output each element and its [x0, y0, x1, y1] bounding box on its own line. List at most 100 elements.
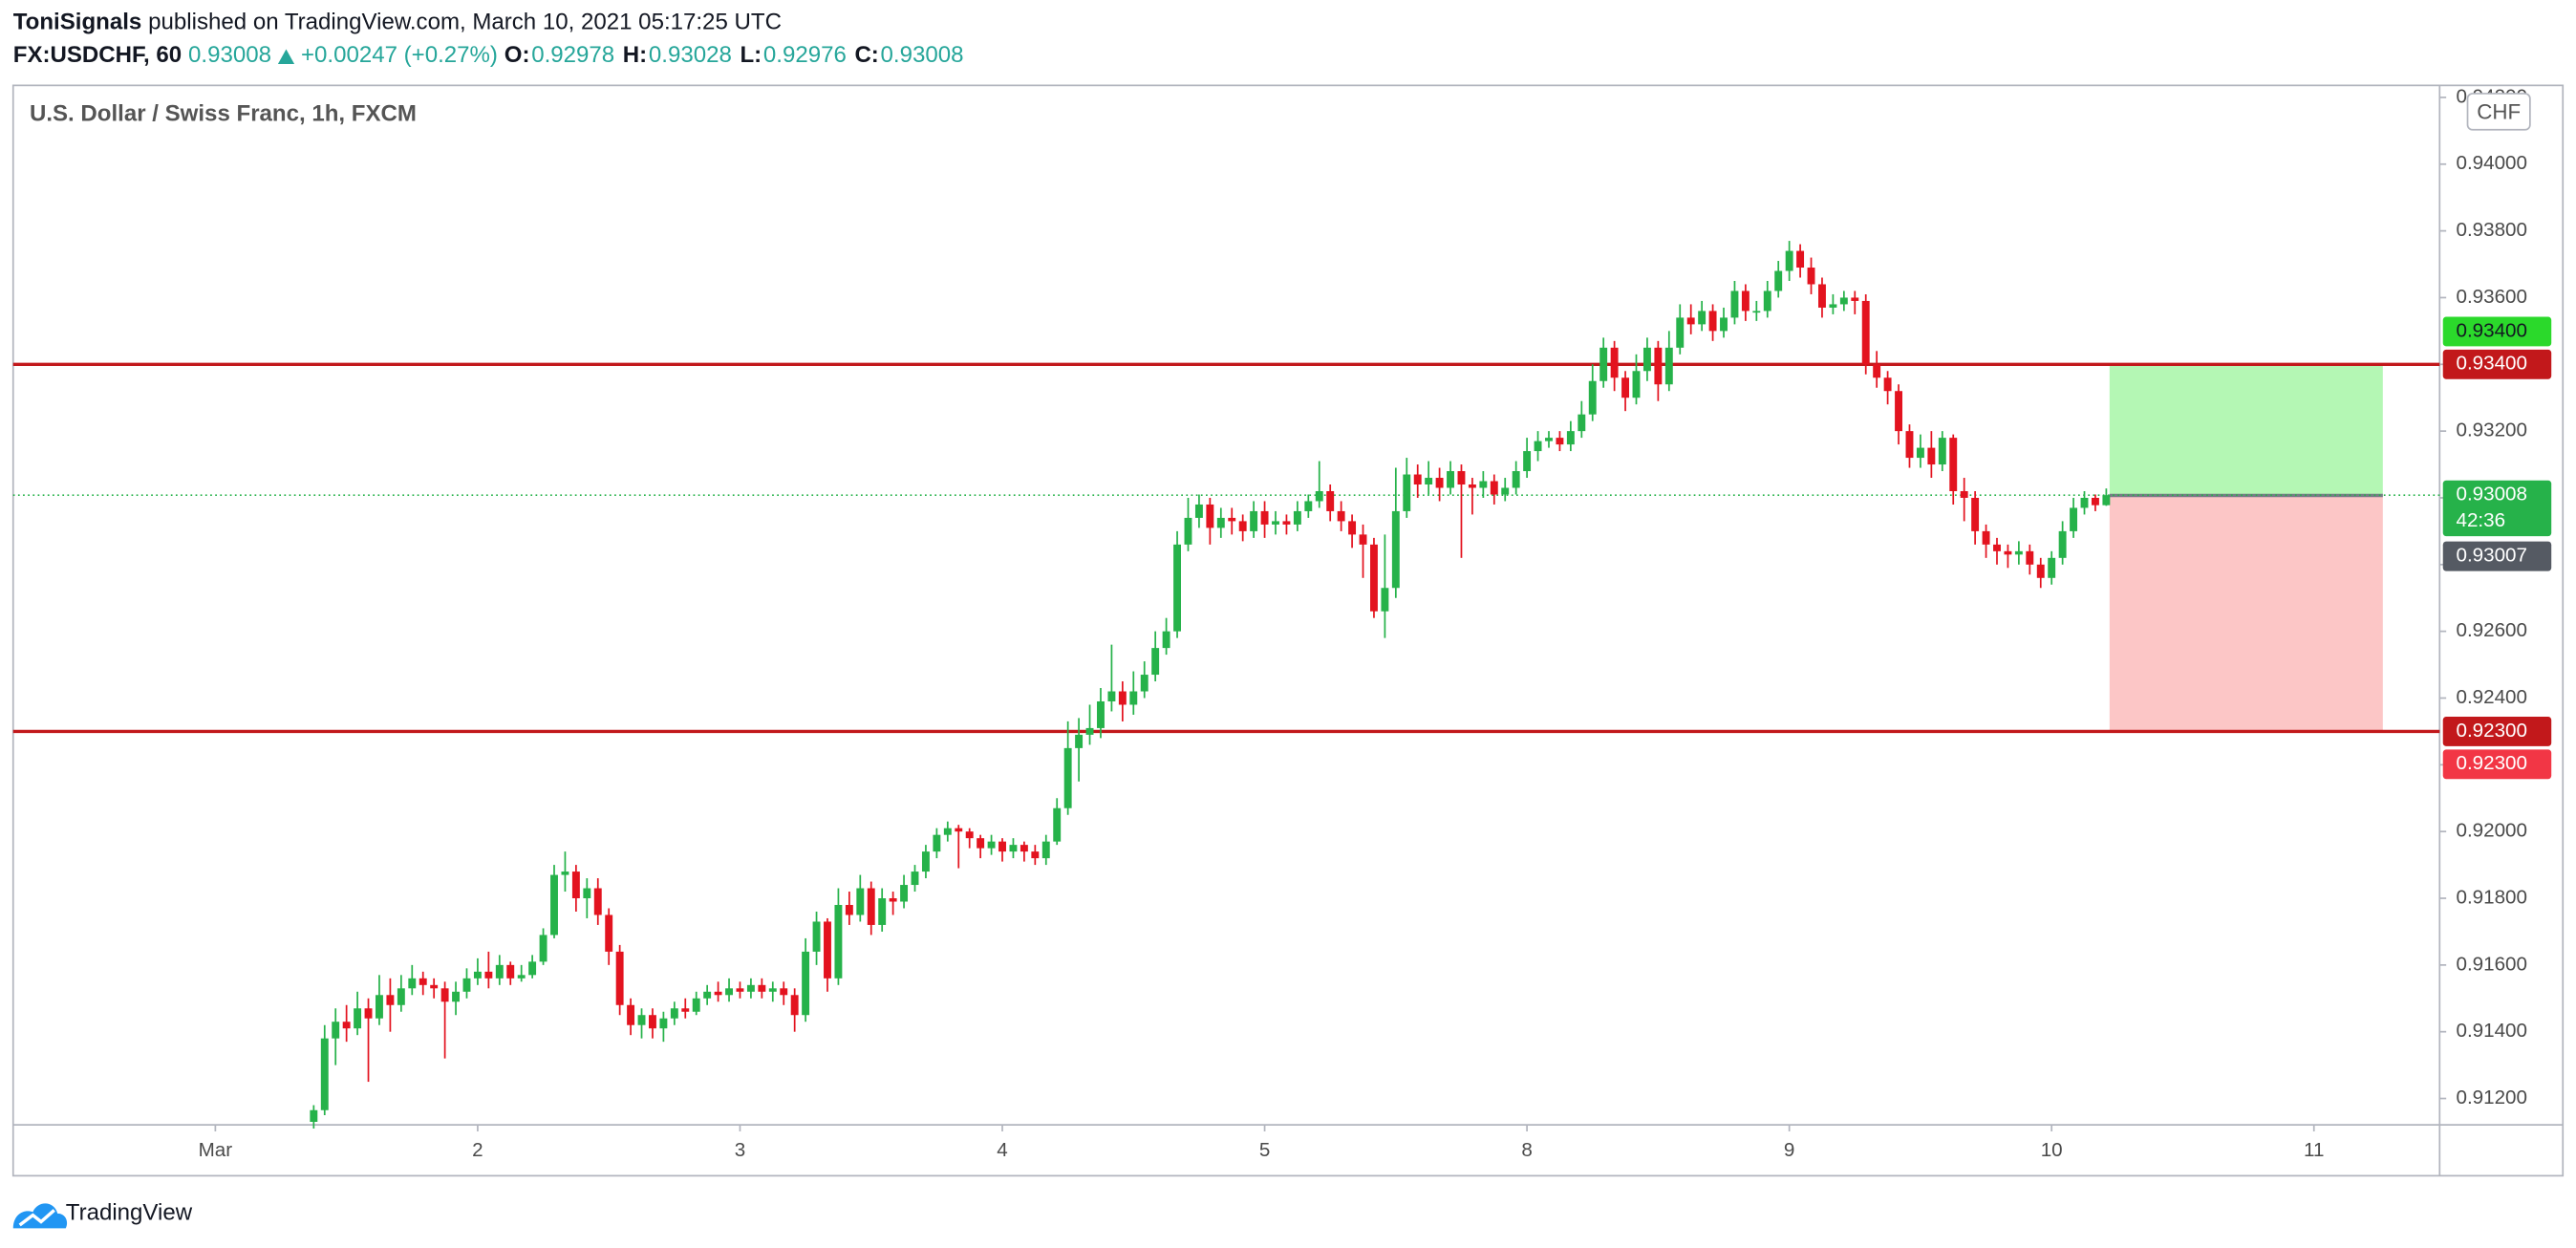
ohlc-label: O: [504, 42, 530, 68]
candle-body [768, 988, 777, 992]
ohlc-label: H: [623, 42, 647, 68]
candle-body [1107, 691, 1116, 701]
candle-body [1730, 290, 1739, 318]
candle-body [725, 988, 733, 996]
candle-body [1337, 510, 1345, 522]
candle-body [659, 1018, 668, 1029]
candle-body [889, 898, 897, 902]
candle-body [1708, 311, 1717, 332]
candle-body [1162, 631, 1170, 649]
candle-body [310, 1109, 318, 1122]
candle-body [943, 828, 952, 835]
candle-body [605, 914, 613, 952]
candle-body [364, 1008, 373, 1019]
candle-body [1381, 588, 1389, 612]
candle-body [550, 874, 558, 936]
candle-body [1927, 447, 1936, 465]
x-tick-label: 9 [1784, 1139, 1794, 1161]
candle-body [790, 995, 799, 1016]
candle-body [1206, 504, 1214, 528]
candle-body [845, 904, 853, 915]
candle-body [1556, 438, 1564, 445]
candle-body [452, 991, 461, 1002]
candle-body [1621, 377, 1630, 398]
candle-body [1774, 270, 1783, 291]
candle-body [933, 834, 941, 852]
candle-body [1807, 268, 1815, 285]
published: published on TradingView.com, March 10, … [148, 9, 782, 34]
candle-body [1447, 471, 1454, 488]
candle-body [1664, 347, 1673, 385]
candle-body [692, 998, 700, 1012]
candle-body [354, 1008, 362, 1029]
candle-body [1905, 431, 1914, 459]
candle-body [320, 1038, 329, 1110]
candle-body [1228, 517, 1236, 522]
last-price: 0.93008 [188, 42, 271, 68]
countdown: 42:36 [2456, 509, 2505, 531]
candle-body [342, 1022, 351, 1029]
candle-body [824, 921, 831, 979]
candle-body [1938, 438, 1946, 465]
candle-body [1698, 311, 1707, 325]
candle-body [430, 984, 439, 989]
candle-body [1534, 441, 1542, 452]
logo-line [18, 1209, 55, 1227]
candle-body [1031, 851, 1040, 859]
brand: TradingView [66, 1199, 193, 1225]
x-tick-label: 4 [997, 1139, 1007, 1161]
symbol: FX:USDCHF, 60 [13, 42, 182, 68]
loss-zone [2109, 495, 2383, 732]
candle-body [593, 888, 602, 915]
candle-body [2070, 507, 2078, 531]
candle-body [965, 831, 974, 839]
candle-body [1566, 431, 1575, 445]
candle-body [637, 1015, 646, 1025]
candle-body [462, 978, 471, 992]
candle-body [1348, 521, 1357, 535]
y-tick-label: 0.91400 [2456, 1020, 2527, 1042]
entry-tag [2442, 541, 2552, 571]
currency-box[interactable] [2466, 93, 2531, 131]
candle-body [1118, 691, 1127, 705]
y-tick-label: 0.91600 [2456, 953, 2527, 975]
candle-body [1578, 414, 1586, 432]
candle-body [1140, 675, 1148, 692]
candle-body [1982, 530, 1990, 545]
candle-body [746, 984, 755, 992]
ohlc-value: 0.93028 [649, 42, 732, 68]
candle-body [1184, 517, 1192, 545]
candle-body [408, 978, 417, 989]
target-tag [2442, 316, 2552, 347]
candle-body [571, 871, 580, 899]
candle-body [703, 991, 712, 999]
y-tick-label: 0.94000 [2456, 152, 2527, 174]
x-tick-label: 5 [1259, 1139, 1270, 1161]
candle-body [1642, 347, 1651, 372]
candle-body [1435, 478, 1444, 488]
candle-body [649, 1015, 656, 1029]
candle-body [2026, 550, 2034, 565]
candle-body [1916, 447, 1924, 459]
candle-body [681, 1008, 690, 1012]
candle-body [1151, 648, 1160, 676]
logo [12, 1203, 68, 1229]
target-tag-label: 0.93400 [2456, 319, 2527, 341]
candle-body [473, 971, 482, 979]
entry-tag-label: 0.93007 [2456, 545, 2527, 567]
candle-body [1129, 691, 1138, 705]
candle-body [627, 1004, 635, 1025]
ohlc-label: L: [740, 42, 762, 68]
candle-body [1610, 347, 1619, 378]
candle-body [987, 841, 996, 849]
candle-body [1009, 845, 1018, 852]
x-tick-label: 8 [1521, 1139, 1532, 1161]
candle-body [1851, 297, 1859, 301]
candle-body [1741, 290, 1750, 312]
profit-zone [2109, 364, 2383, 496]
x-tick-label: 2 [472, 1139, 483, 1161]
candle-body [2102, 495, 2111, 506]
candle-body [1971, 497, 1980, 531]
